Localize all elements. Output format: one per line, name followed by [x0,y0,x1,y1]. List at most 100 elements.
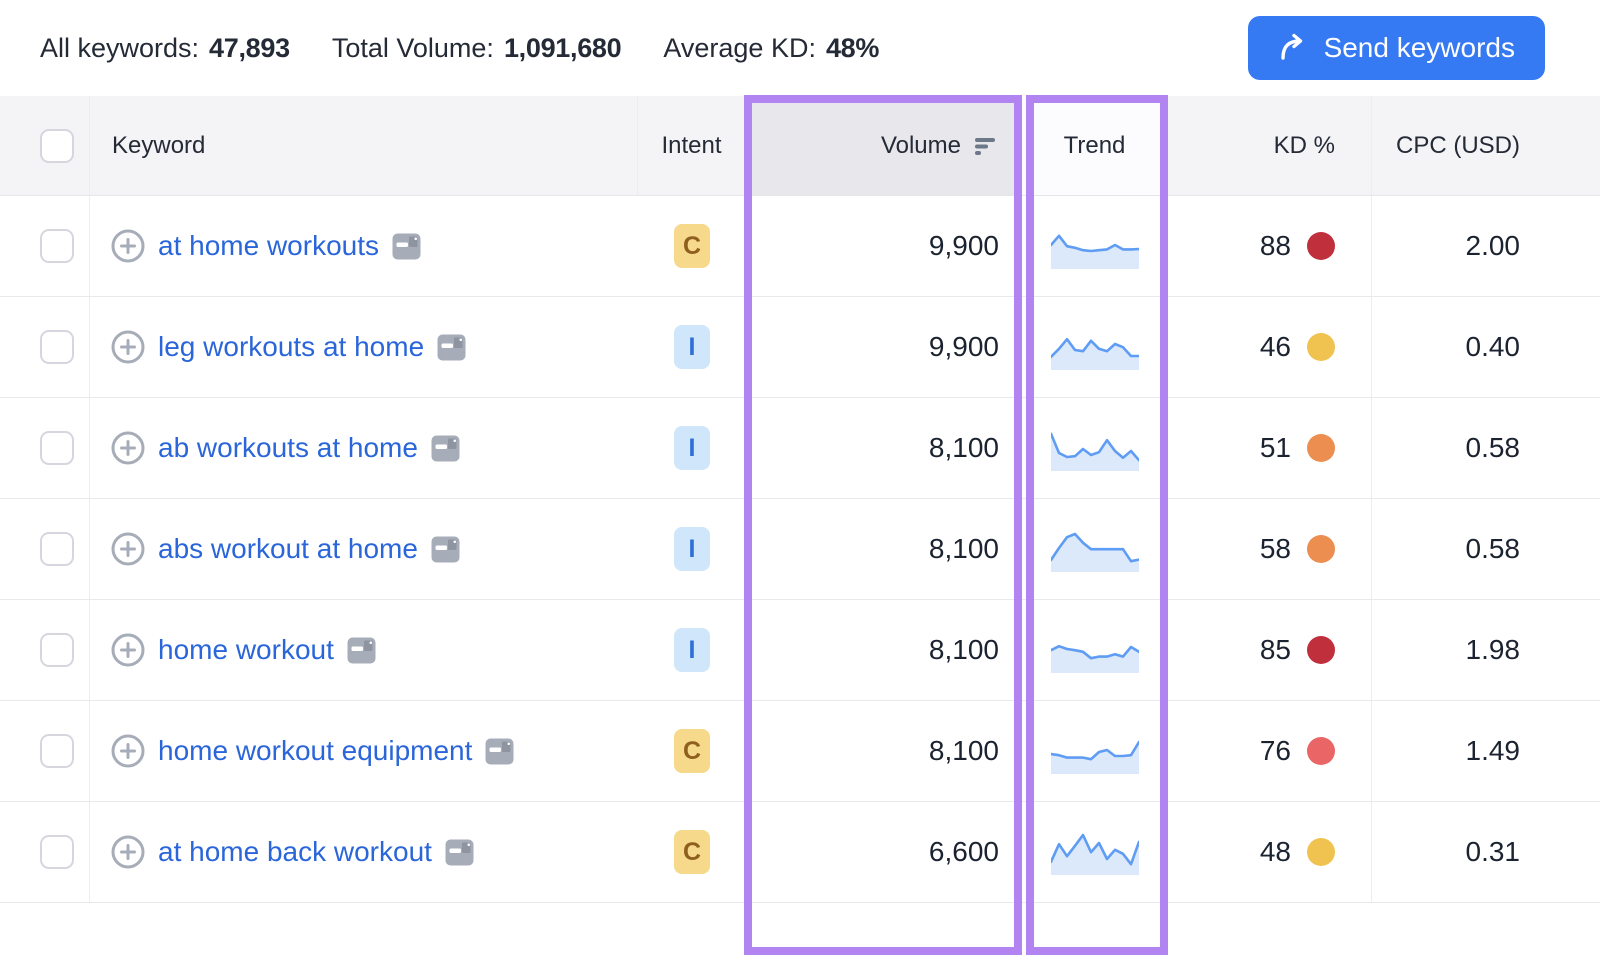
intent-badge[interactable]: I [674,325,710,369]
table-row: home workout I 8,100 85 1.98 [0,600,1600,701]
keyword-link[interactable]: home workout equipment [158,735,473,766]
volume-cell: 8,100 [746,499,1022,599]
serp-features-icon[interactable] [436,332,467,363]
trend-column-header[interactable]: Trend [1022,96,1168,195]
average-kd-value: 48% [825,32,880,63]
serp-features-icon[interactable] [391,231,422,262]
cpc-cell: 1.98 [1372,600,1600,700]
serp-features-icon[interactable] [444,837,475,868]
trend-cell [1022,297,1168,397]
keyword-cell: abs workout at home [90,499,638,599]
keyword-cell: leg workouts at home [90,297,638,397]
cpc-cell: 0.31 [1372,802,1600,902]
kd-header-label: KD % [1273,131,1335,159]
trend-cell [1022,600,1168,700]
intent-badge[interactable]: I [674,527,710,571]
row-checkbox[interactable] [40,633,74,667]
total-volume-value: 1,091,680 [503,32,622,63]
forward-arrow-icon [1278,33,1310,63]
keyword-link[interactable]: at home workouts [158,230,379,261]
cpc-value: 0.58 [1465,533,1521,564]
volume-column-header[interactable]: Volume [746,96,1022,195]
cpc-cell: 1.49 [1372,701,1600,801]
keyword-link[interactable]: leg workouts at home [158,331,425,362]
volume-cell: 9,900 [746,196,1022,296]
add-keyword-plus-icon[interactable] [110,430,146,466]
trend-sparkline [1050,526,1139,572]
keyword-link[interactable]: abs workout at home [158,533,418,564]
cpc-cell: 0.58 [1372,398,1600,498]
all-keywords-label: All keywords: [40,32,200,63]
row-checkbox[interactable] [40,229,74,263]
kd-column-header[interactable]: KD % [1168,96,1372,195]
kd-cell: 51 [1168,398,1372,498]
kd-value: 46 [1259,331,1291,362]
send-keywords-button[interactable]: Send keywords [1247,16,1545,80]
intent-header-label: Intent [661,131,722,159]
cpc-value: 2.00 [1465,230,1521,261]
row-checkbox[interactable] [40,330,74,364]
add-keyword-plus-icon[interactable] [110,834,146,870]
cpc-header-label: CPC (USD) [1396,131,1520,159]
cpc-value: 1.98 [1465,634,1521,665]
average-kd-stat: Average KD: 48% [663,33,879,64]
table-header-row: Keyword Intent Volume Trend KD % CPC (US… [0,96,1600,196]
keyword-header-label: Keyword [112,131,206,159]
intent-badge[interactable]: C [674,224,710,268]
serp-features-icon[interactable] [484,736,515,767]
keyword-link[interactable]: ab workouts at home [158,432,418,463]
table-row: abs workout at home I 8,100 58 0.58 [0,499,1600,600]
kd-difficulty-dot [1307,333,1335,361]
row-checkbox[interactable] [40,431,74,465]
add-keyword-plus-icon[interactable] [110,228,146,264]
row-checkbox[interactable] [40,734,74,768]
keyword-link[interactable]: home workout [158,634,334,665]
kd-value: 51 [1259,432,1291,463]
intent-badge[interactable]: I [674,426,710,470]
serp-features-icon[interactable] [430,534,461,565]
add-keyword-plus-icon[interactable] [110,733,146,769]
intent-cell: C [638,196,746,296]
total-volume-label: Total Volume: [331,32,494,63]
send-keywords-label: Send keywords [1323,32,1515,63]
volume-cell: 6,600 [746,802,1022,902]
add-keyword-plus-icon[interactable] [110,329,146,365]
cpc-value: 0.40 [1465,331,1521,362]
volume-value: 9,900 [928,331,999,362]
trend-sparkline [1050,223,1139,269]
cpc-column-header[interactable]: CPC (USD) [1372,96,1600,195]
intent-badge[interactable]: C [674,830,710,874]
keyword-cell: at home back workout [90,802,638,902]
kd-value: 76 [1259,735,1291,766]
select-all-checkbox[interactable] [40,128,74,163]
keyword-column-header[interactable]: Keyword [90,96,638,195]
stats-bar: All keywords: 47,893 Total Volume: 1,091… [0,0,1600,96]
volume-value: 8,100 [928,634,999,665]
cpc-value: 0.58 [1465,432,1521,463]
volume-value: 8,100 [928,432,999,463]
intent-badge[interactable]: C [674,729,710,773]
keyword-link[interactable]: at home back workout [158,836,432,867]
volume-value: 9,900 [928,230,999,261]
table-row: at home back workout C 6,600 48 0.31 [0,802,1600,903]
add-keyword-plus-icon[interactable] [110,632,146,668]
row-checkbox[interactable] [40,835,74,869]
row-checkbox[interactable] [40,532,74,566]
kd-difficulty-dot [1307,232,1335,260]
trend-sparkline [1050,324,1139,370]
kd-value: 88 [1259,230,1291,261]
serp-features-icon[interactable] [346,635,377,666]
volume-cell: 8,100 [746,701,1022,801]
kd-cell: 88 [1168,196,1372,296]
add-keyword-plus-icon[interactable] [110,531,146,567]
row-checkbox-cell [0,398,90,498]
intent-badge[interactable]: I [674,628,710,672]
row-checkbox-cell [0,802,90,902]
kd-cell: 58 [1168,499,1372,599]
all-keywords-stat: All keywords: 47,893 [40,33,290,64]
cpc-cell: 0.58 [1372,499,1600,599]
cpc-cell: 0.40 [1372,297,1600,397]
row-checkbox-cell [0,297,90,397]
serp-features-icon[interactable] [430,433,461,464]
intent-column-header[interactable]: Intent [638,96,746,195]
